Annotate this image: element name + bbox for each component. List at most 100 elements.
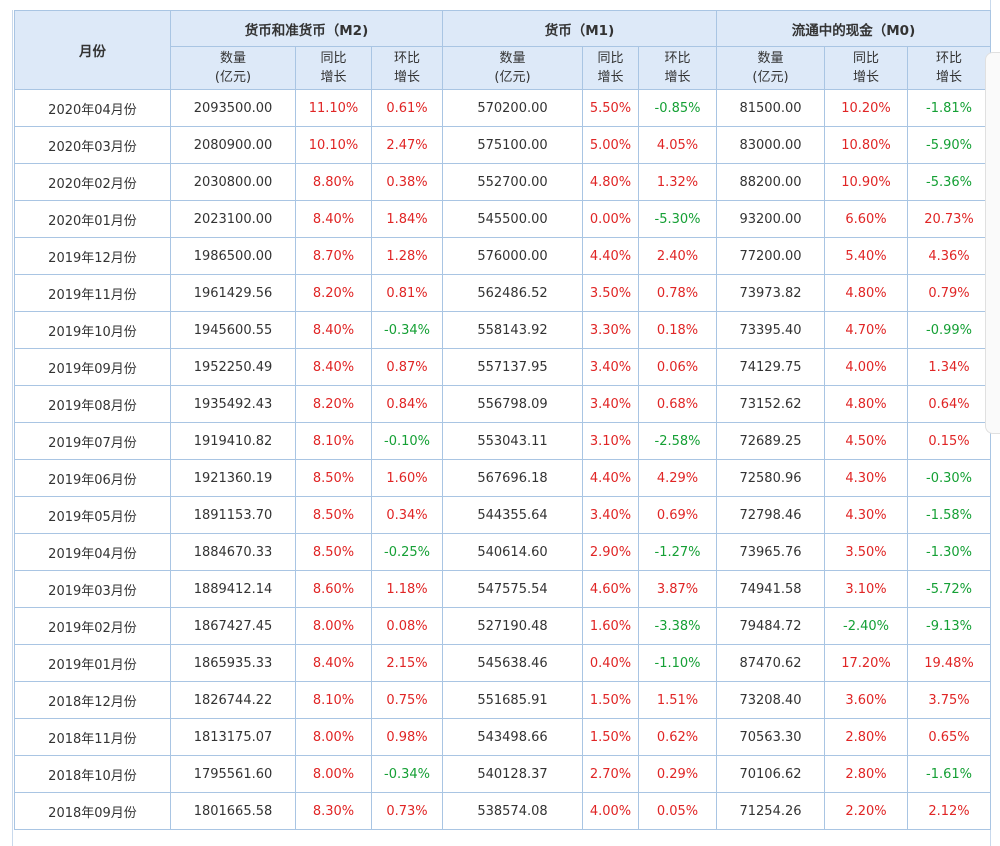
m1-yoy-cell: 3.40% — [582, 348, 639, 386]
m1-amount-cell: 540614.60 — [442, 533, 583, 571]
month-cell: 2018年10月份 — [14, 755, 171, 793]
m1-yoy-cell: 4.40% — [582, 237, 639, 275]
m2-amount-cell: 1952250.49 — [170, 348, 296, 386]
m2-yoy-cell: 8.40% — [295, 348, 372, 386]
m1-amount-cell: 545500.00 — [442, 200, 583, 238]
m1-yoy-cell: 1.50% — [582, 681, 639, 719]
m1-mom-cell: 2.40% — [638, 237, 717, 275]
m2-amount-cell: 1795561.60 — [170, 755, 296, 793]
m0-amount-cell: 73152.62 — [716, 385, 825, 423]
m2-mom-cell: -0.34% — [371, 755, 443, 793]
header-label: 增长 — [664, 70, 691, 85]
m1-mom-cell: -0.85% — [638, 89, 717, 127]
m2-yoy-header: 同比 增长 — [295, 46, 372, 90]
m1-yoy-cell: 4.40% — [582, 459, 639, 497]
m1-amount-cell: 558143.92 — [442, 311, 583, 349]
m0-mom-cell: 0.79% — [907, 274, 991, 312]
m0-mom-cell: -0.99% — [907, 311, 991, 349]
m2-yoy-cell: 8.70% — [295, 237, 372, 275]
m0-amount-cell: 72689.25 — [716, 422, 825, 460]
m1-mom-cell: 0.68% — [638, 385, 717, 423]
m0-mom-cell: -1.30% — [907, 533, 991, 571]
m2-yoy-cell: 8.00% — [295, 607, 372, 645]
m1-yoy-cell: 3.50% — [582, 274, 639, 312]
m0-amount-cell: 74129.75 — [716, 348, 825, 386]
m0-yoy-cell: 4.00% — [824, 348, 908, 386]
m0-yoy-header: 同比 增长 — [824, 46, 908, 90]
m0-amount-cell: 88200.00 — [716, 163, 825, 201]
m0-group-header: 流通中的现金（M0) — [716, 10, 991, 47]
m2-yoy-cell: 8.60% — [295, 570, 372, 608]
table-header: 月份 货币和准货币（M2) 货币（M1) 流通中的现金（M0) 数量 (亿元) 同… — [14, 10, 991, 90]
m0-yoy-cell: 5.40% — [824, 237, 908, 275]
m0-mom-cell: 2.12% — [907, 792, 991, 830]
m2-yoy-cell: 8.00% — [295, 718, 372, 756]
m1-mom-cell: 0.05% — [638, 792, 717, 830]
table-row: 2020年04月份 2093500.00 11.10% 0.61% 570200.00 5… — [14, 89, 991, 127]
m1-mom-cell: -3.38% — [638, 607, 717, 645]
m0-yoy-cell: 2.80% — [824, 755, 908, 793]
m2-yoy-cell: 8.40% — [295, 311, 372, 349]
m2-amount-cell: 1961429.56 — [170, 274, 296, 312]
header-label: 数量 — [757, 51, 784, 66]
m2-yoy-cell: 8.10% — [295, 422, 372, 460]
m2-amount-cell: 1884670.33 — [170, 533, 296, 571]
header-label: 增长 — [393, 70, 420, 85]
m0-yoy-cell: 4.30% — [824, 496, 908, 534]
header-label: 环比 — [935, 51, 962, 66]
m0-mom-cell: -5.90% — [907, 126, 991, 164]
month-cell: 2020年01月份 — [14, 200, 171, 238]
m2-amount-cell: 1801665.58 — [170, 792, 296, 830]
month-cell: 2019年01月份 — [14, 644, 171, 682]
m0-amount-cell: 93200.00 — [716, 200, 825, 238]
month-cell: 2018年12月份 — [14, 681, 171, 719]
m2-yoy-cell: 8.30% — [295, 792, 372, 830]
m2-mom-cell: 2.15% — [371, 644, 443, 682]
table-row: 2019年09月份 1952250.49 8.40% 0.87% 557137.95 3.… — [14, 348, 991, 386]
m1-yoy-cell: 2.90% — [582, 533, 639, 571]
m0-yoy-cell: 17.20% — [824, 644, 908, 682]
m2-yoy-cell: 11.10% — [295, 89, 372, 127]
header-label: 增长 — [852, 70, 879, 85]
month-cell: 2019年05月份 — [14, 496, 171, 534]
m0-mom-cell: -1.81% — [907, 89, 991, 127]
m0-yoy-cell: 3.10% — [824, 570, 908, 608]
table-row: 2019年04月份 1884670.33 8.50% -0.25% 540614.60 2… — [14, 533, 991, 571]
m1-amount-cell: 545638.46 — [442, 644, 583, 682]
m0-yoy-cell: 10.20% — [824, 89, 908, 127]
month-cell: 2019年03月份 — [14, 570, 171, 608]
table-row: 2019年10月份 1945600.55 8.40% -0.34% 558143.92 3… — [14, 311, 991, 349]
m2-mom-cell: 0.84% — [371, 385, 443, 423]
m1-mom-cell: 0.18% — [638, 311, 717, 349]
m2-mom-cell: 1.84% — [371, 200, 443, 238]
month-cell: 2020年03月份 — [14, 126, 171, 164]
m1-amount-cell: 544355.64 — [442, 496, 583, 534]
m1-mom-cell: -1.10% — [638, 644, 717, 682]
m1-mom-cell: 0.06% — [638, 348, 717, 386]
m1-mom-cell: -5.30% — [638, 200, 717, 238]
money-supply-table: 月份 货币和准货币（M2) 货币（M1) 流通中的现金（M0) 数量 (亿元) 同… — [14, 10, 991, 830]
m0-yoy-cell: 4.80% — [824, 385, 908, 423]
m1-mom-cell: 3.87% — [638, 570, 717, 608]
m2-mom-cell: -0.25% — [371, 533, 443, 571]
scrollbar-thumb[interactable] — [985, 52, 1000, 434]
m0-amount-cell: 77200.00 — [716, 237, 825, 275]
m1-amount-cell: 553043.11 — [442, 422, 583, 460]
m1-yoy-cell: 2.70% — [582, 755, 639, 793]
header-unit: (亿元) — [214, 70, 252, 85]
m0-mom-cell: -1.58% — [907, 496, 991, 534]
m0-yoy-cell: -2.40% — [824, 607, 908, 645]
month-cell: 2020年02月份 — [14, 163, 171, 201]
m1-yoy-cell: 1.50% — [582, 718, 639, 756]
table-row: 2019年08月份 1935492.43 8.20% 0.84% 556798.09 3.… — [14, 385, 991, 423]
m1-yoy-cell: 0.00% — [582, 200, 639, 238]
table-body: 2020年04月份 2093500.00 11.10% 0.61% 570200.00 5… — [14, 89, 991, 830]
m2-mom-cell: -0.34% — [371, 311, 443, 349]
m1-mom-cell: 0.69% — [638, 496, 717, 534]
m2-amount-cell: 1921360.19 — [170, 459, 296, 497]
table-row: 2020年02月份 2030800.00 8.80% 0.38% 552700.00 4.… — [14, 163, 991, 201]
m0-amount-cell: 73965.76 — [716, 533, 825, 571]
m1-amount-cell: 575100.00 — [442, 126, 583, 164]
m2-mom-cell: 0.81% — [371, 274, 443, 312]
table-row: 2019年11月份 1961429.56 8.20% 0.81% 562486.52 3.… — [14, 274, 991, 312]
